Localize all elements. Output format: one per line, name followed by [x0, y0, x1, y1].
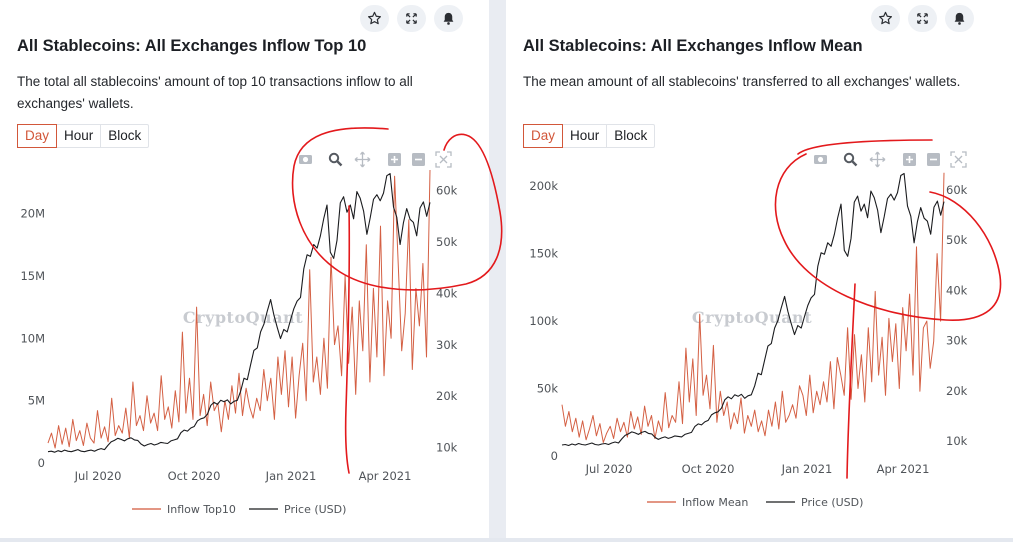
watermark: CryptoQuant [692, 308, 812, 327]
reset-axes-icon[interactable] [950, 151, 967, 168]
y-right-tick-label: 50k [436, 235, 458, 249]
pan-icon[interactable] [354, 151, 371, 168]
y-right-tick-label: 20k [946, 384, 968, 398]
star-icon [367, 11, 382, 25]
chart-card-inflow-top10: All Stablecoins: All Exchanges Inflow To… [0, 0, 503, 542]
y-right-tick-label: 60k [946, 183, 968, 197]
y-left-tick-label: 5M [28, 394, 45, 408]
y-left-tick-label: 20M [20, 207, 45, 221]
y-left-tick-label: 10M [20, 331, 45, 345]
y-right-tick-label: 10k [436, 441, 458, 455]
pan-icon[interactable] [869, 151, 886, 168]
legend-label: Inflow Top10 [167, 503, 236, 516]
legend-label: Price (USD) [284, 503, 346, 516]
bell-icon [443, 12, 454, 25]
interval-block-button[interactable]: Block [108, 128, 142, 143]
card-actions [871, 5, 974, 32]
y-right-tick-label: 30k [946, 334, 968, 348]
chart-legend: Inflow Mean Price (USD) [647, 496, 863, 509]
expand-button[interactable] [908, 5, 937, 32]
series-price-line [47, 173, 431, 453]
chart-legend: Inflow Top10 Price (USD) [132, 503, 346, 516]
series-price-line [561, 172, 945, 447]
y-right-tick-label: 40k [946, 283, 968, 297]
y-right-tick-label: 30k [436, 338, 458, 352]
annotation-line [846, 283, 856, 479]
y-right-tick-label: 60k [436, 184, 458, 198]
annotation-marks [774, 139, 1002, 479]
zoom-out-icon[interactable] [412, 153, 425, 166]
interval-day-button[interactable]: Day [523, 124, 564, 148]
chart-area[interactable]: 0 50k 100k 150k 200k 10k 20k 30k 40k 50k 60k Jul 20… [506, 139, 1013, 538]
annotation-marks [291, 127, 503, 474]
chart-area[interactable]: 0 5M 10M 15M 20M 10k 20k 30k 40k 50k 60k Jul 2020 Oc… [0, 127, 503, 538]
interval-hour-button[interactable]: Hour [57, 125, 102, 147]
page-bottom-divider [0, 538, 1013, 542]
series-inflow-line [47, 169, 431, 449]
star-icon [878, 11, 893, 25]
annotation-line [344, 205, 351, 474]
x-tick-label: Oct 2020 [168, 469, 221, 483]
chart-title: All Stablecoins: All Exchanges Inflow To… [17, 37, 367, 55]
favorite-button[interactable] [360, 5, 389, 32]
y-right-tick-label: 50k [946, 233, 968, 247]
expand-icon [917, 13, 928, 24]
y-left-tick-label: 50k [537, 382, 559, 396]
camera-icon[interactable] [299, 155, 312, 164]
series-inflow-line [561, 172, 945, 443]
interval-hour-button[interactable]: Hour [563, 125, 608, 147]
bell-icon [954, 12, 965, 25]
annotation-top-line [797, 139, 933, 155]
expand-button[interactable] [397, 5, 426, 32]
interval-toggle: Day Hour Block [523, 124, 656, 148]
y-right-tick-label: 40k [436, 286, 458, 300]
annotation-circle [291, 127, 503, 291]
watermark: CryptoQuant [183, 308, 303, 327]
chart-card-inflow-mean: All Stablecoins: All Exchanges Inflow Me… [506, 0, 1013, 542]
expand-icon [406, 13, 417, 24]
x-tick-label: Jan 2021 [265, 469, 317, 483]
y-right-tick-label: 10k [946, 434, 968, 448]
zoom-icon[interactable] [328, 152, 343, 167]
y-left-tick-label: 100k [529, 314, 558, 328]
y-right-tick-label: 20k [436, 389, 458, 403]
x-tick-label: Jan 2021 [781, 462, 833, 476]
zoom-icon[interactable] [843, 152, 858, 167]
chart-toolbar [299, 151, 452, 168]
y-left-tick-label: 0 [551, 449, 558, 463]
zoom-out-icon[interactable] [927, 153, 940, 166]
x-tick-label: Oct 2020 [682, 462, 735, 476]
interval-block-button[interactable]: Block [614, 128, 648, 143]
x-tick-label: Jul 2020 [74, 469, 122, 483]
x-tick-label: Apr 2021 [877, 462, 930, 476]
legend-label: Inflow Mean [682, 496, 748, 509]
interval-toggle: Day Hour Block [17, 124, 150, 148]
reset-axes-icon[interactable] [435, 151, 452, 168]
annotation-circle [774, 153, 1002, 321]
alert-button[interactable] [945, 5, 974, 32]
zoom-in-icon[interactable] [903, 153, 916, 166]
card-actions [360, 5, 463, 32]
legend-label: Price (USD) [801, 496, 863, 509]
y-left-tick-label: 200k [529, 179, 558, 193]
camera-icon[interactable] [814, 155, 827, 164]
y-left-tick-label: 0 [38, 456, 45, 470]
interval-day-button[interactable]: Day [17, 124, 58, 148]
chart-title: All Stablecoins: All Exchanges Inflow Me… [523, 37, 863, 55]
zoom-in-icon[interactable] [388, 153, 401, 166]
chart-description: The total all stablecoins' amount of top… [17, 74, 413, 111]
chart-description: The mean amount of all stablecoins' tran… [523, 74, 961, 89]
favorite-button[interactable] [871, 5, 900, 32]
y-left-tick-label: 15M [20, 269, 45, 283]
alert-button[interactable] [434, 5, 463, 32]
x-tick-label: Jul 2020 [585, 462, 633, 476]
y-left-tick-label: 150k [529, 247, 558, 261]
x-tick-label: Apr 2021 [359, 469, 412, 483]
chart-toolbar [814, 151, 967, 168]
